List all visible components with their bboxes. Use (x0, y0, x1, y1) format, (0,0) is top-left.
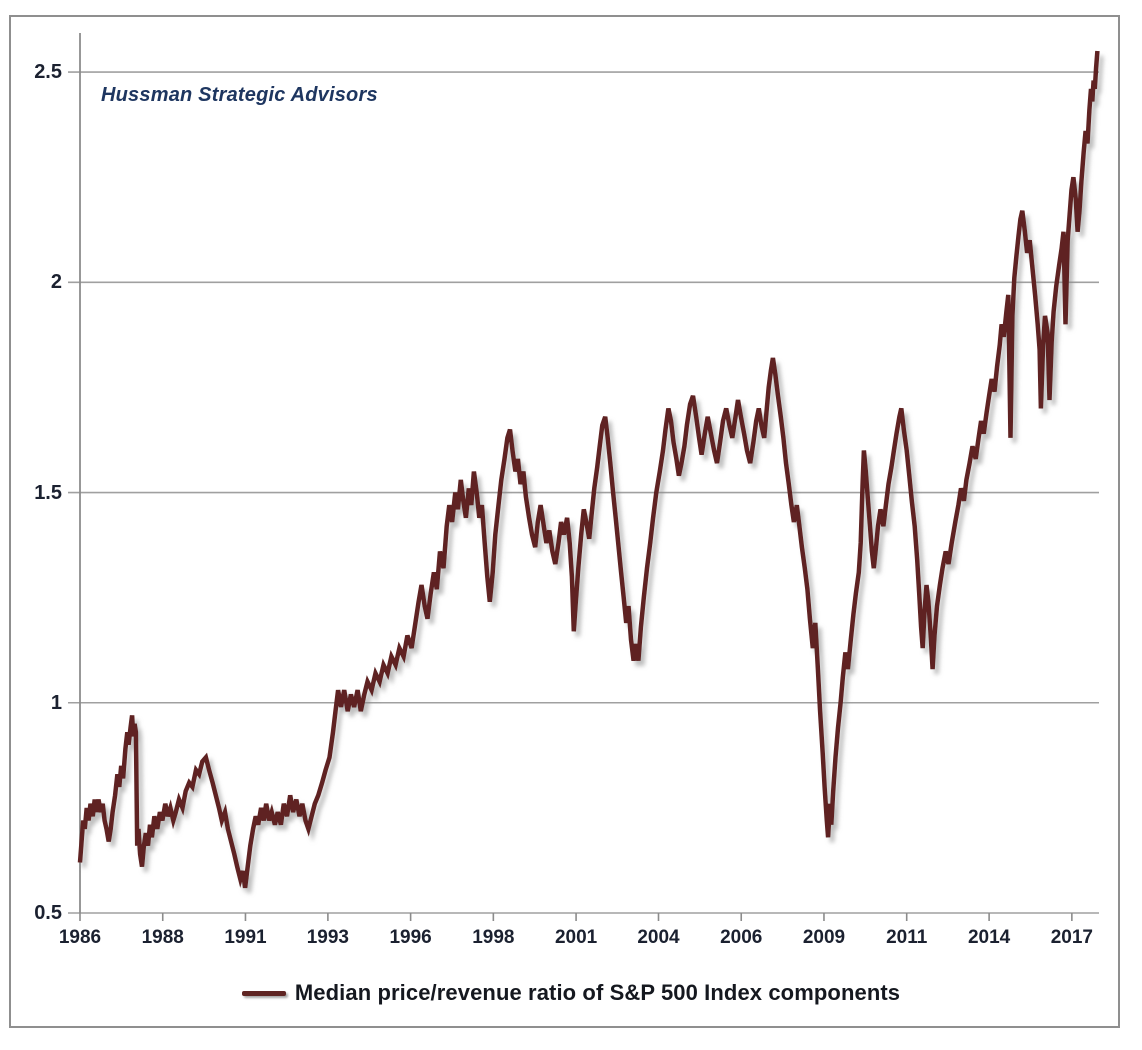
x-tick-label: 1991 (224, 927, 267, 948)
x-tick-label: 1996 (389, 927, 432, 948)
y-tick-label: 2.5 (34, 61, 62, 84)
x-axis-ticks (79, 913, 1073, 921)
x-tick-label: 2014 (967, 927, 1011, 948)
legend-label: Median price/revenue ratio of S&P 500 In… (294, 980, 901, 1005)
x-tick-label: 1993 (306, 927, 350, 948)
y-tick-label: 1.5 (34, 481, 62, 504)
watermark: Hussman Strategic Advisors (101, 84, 378, 106)
x-tick-label: 2011 (886, 927, 928, 948)
y-tick-label: 2 (50, 271, 62, 294)
x-tick-label: 2017 (1050, 927, 1093, 948)
gridlines (68, 71, 1099, 914)
x-tick-label: 2004 (637, 927, 680, 948)
x-tick-label: 1988 (141, 927, 184, 948)
x-tick-label: 1998 (472, 927, 515, 948)
x-tick-label: 2001 (554, 927, 598, 948)
y-tick-label: 1 (50, 691, 62, 714)
data-series-line (77, 50, 1100, 889)
legend-line-icon (241, 990, 286, 996)
x-tick-label: 2006 (720, 927, 763, 948)
legend: Median price/revenue ratio of S&P 500 In… (0, 980, 1142, 1006)
y-tick-label: 0.5 (34, 902, 62, 924)
x-tick-label: 1986 (58, 927, 102, 948)
x-tick-label: 2009 (802, 927, 846, 948)
